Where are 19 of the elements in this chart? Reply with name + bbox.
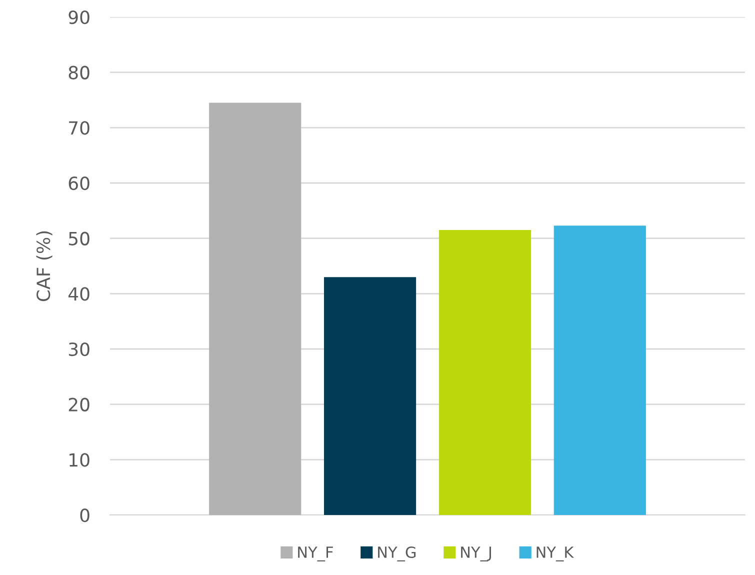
y-tick-label: 90 (68, 10, 90, 24)
y-tick-label: 40 (68, 287, 90, 301)
bar (324, 277, 416, 515)
y-tick-label: 80 (68, 66, 90, 80)
y-tick-label: 10 (70, 453, 90, 467)
legend-label: NY_G (378, 546, 416, 562)
legend-label: NY_J (461, 546, 491, 562)
bar (438, 230, 532, 515)
bar (554, 226, 646, 515)
y-tick-label: 30 (68, 342, 90, 356)
y-axis-title: CAF (%) (36, 231, 52, 302)
y-tick-label: 50 (68, 232, 90, 246)
y-tick-label: 70 (69, 121, 90, 135)
legend-label: NY_K (536, 546, 574, 562)
bar (209, 102, 302, 515)
y-tick-label: 60 (68, 176, 90, 190)
y-tick-label: 0 (80, 508, 90, 522)
legend-label: NY_F (298, 546, 333, 562)
y-tick-label: 20 (68, 398, 90, 412)
